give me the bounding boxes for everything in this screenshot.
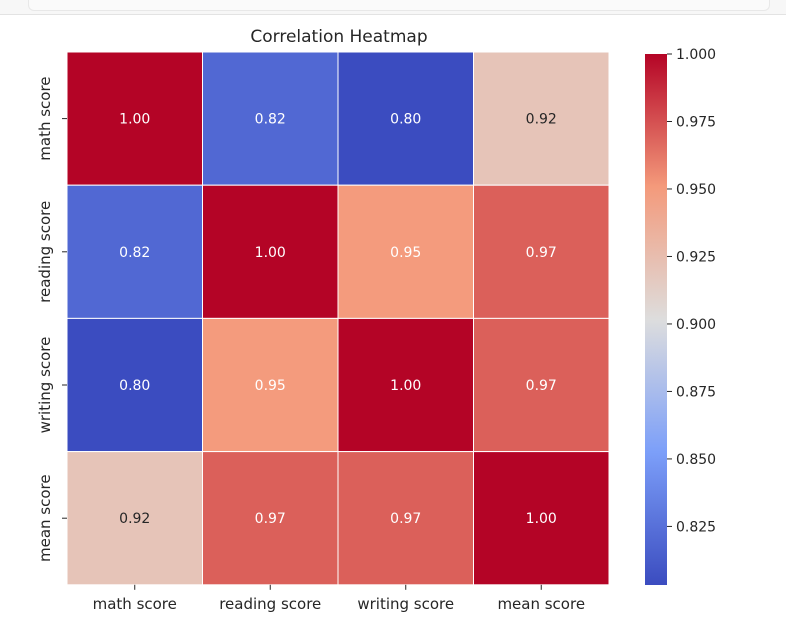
colorbar-tick-label: 0.850: [676, 452, 716, 468]
cell-value-label: 0.97: [255, 511, 286, 527]
cell-value-label: 0.92: [526, 112, 557, 128]
x-tick-label: math score: [93, 595, 177, 613]
colorbar: [645, 54, 667, 585]
heatmap-cell: [202, 451, 339, 586]
heatmap-cells: 1.00 0.82 0.80 0.92 0.82 1.00 0.95 0.97 0.80 0.95…: [66, 51, 610, 586]
chart-title: Correlation Heatmap: [250, 27, 427, 47]
colorbar-tick-label: 0.825: [676, 519, 716, 535]
y-tick-label: mean score: [36, 474, 54, 562]
cell-value-label: 0.95: [255, 378, 286, 394]
heatmap-cell: [66, 451, 203, 586]
heatmap-cell: [66, 317, 203, 453]
colorbar-tick-label: 0.875: [676, 384, 716, 400]
heatmap-cell: [337, 451, 474, 586]
window-top-bar: [0, 0, 786, 15]
y-tick-label: math score: [36, 76, 54, 160]
colorbar-tick-label: 1.000: [676, 47, 716, 63]
axis-labels: math score reading score writing score mean…: [36, 76, 585, 612]
heatmap-cell: [337, 184, 474, 319]
window-top-bar-cap: [28, 0, 770, 11]
y-tick-label: writing score: [36, 337, 54, 434]
heatmap-cell: [473, 51, 610, 186]
cell-value-label: 0.80: [119, 378, 150, 394]
cell-value-label: 0.95: [390, 245, 421, 261]
x-tick-label: mean score: [497, 595, 585, 613]
cell-value-label: 0.92: [119, 511, 150, 527]
colorbar-ticks: 1.000 0.975 0.950 0.925 0.900 0.875 0.850 0.825: [667, 47, 716, 535]
y-tick-label: reading score: [36, 201, 54, 303]
heatmap-cell: [337, 317, 474, 453]
cell-value-label: 0.97: [390, 511, 421, 527]
cell-value-label: 0.82: [255, 112, 286, 128]
cell-value-label: 0.97: [526, 378, 557, 394]
heatmap-cell: [66, 184, 203, 319]
cell-value-label: 0.80: [390, 112, 421, 128]
cell-value-label: 1.00: [255, 245, 286, 261]
cell-value-label: 0.82: [119, 245, 150, 261]
heatmap-cell: [66, 51, 203, 186]
cell-value-label: 1.00: [119, 112, 150, 128]
heatmap-cell: [202, 184, 339, 319]
x-tick-label: reading score: [219, 595, 321, 613]
heatmap-cell: [473, 317, 610, 453]
cell-value-label: 1.00: [526, 511, 557, 527]
colorbar-tick-label: 0.925: [676, 249, 716, 265]
heatmap-cell: [337, 51, 474, 186]
heatmap-cell: [473, 451, 610, 586]
cell-value-label: 1.00: [390, 378, 421, 394]
colorbar-tick-label: 0.950: [676, 182, 716, 198]
heatmap-cell: [202, 317, 339, 453]
colorbar-tick-label: 0.975: [676, 114, 716, 130]
cell-value-label: 0.97: [526, 245, 557, 261]
x-tick-label: writing score: [357, 595, 454, 613]
colorbar-tick-label: 0.900: [676, 317, 716, 333]
